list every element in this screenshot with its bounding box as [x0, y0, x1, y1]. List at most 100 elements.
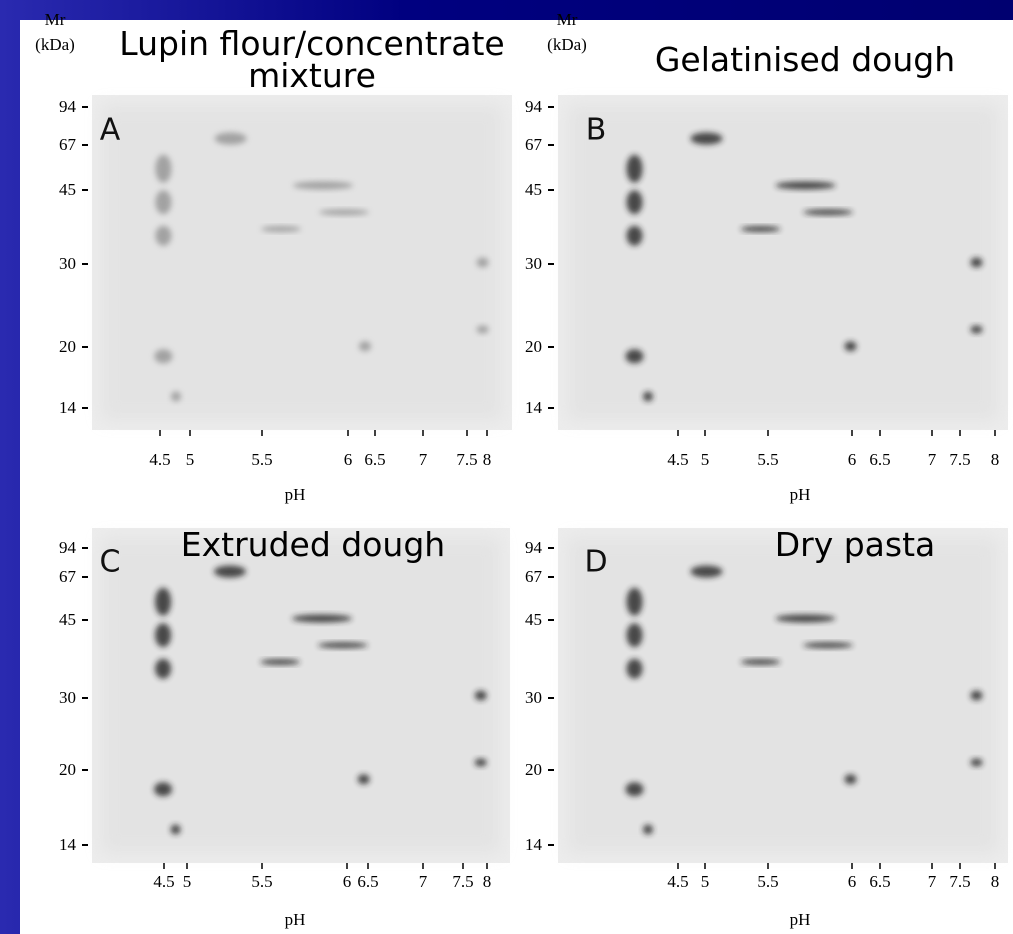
y-axis-unit: (kDa) [547, 35, 587, 54]
y-tick-label: 14 [59, 835, 76, 854]
x-tick-label: 7 [418, 450, 428, 469]
y-tick-label: 20 [525, 760, 542, 779]
gel-spot [970, 257, 983, 268]
x-tick-label: 8 [482, 872, 492, 891]
y-tick-label: 14 [59, 398, 76, 417]
y-tick-label: 45 [525, 610, 542, 629]
x-tick-label: 6.5 [357, 872, 379, 891]
x-tick-label: 7.5 [452, 872, 474, 891]
x-tick-label: 5 [185, 450, 195, 469]
gel-spot [474, 758, 487, 767]
gel-spot [690, 132, 723, 145]
gel-spot [476, 325, 489, 334]
x-axis-label: pH [789, 910, 811, 929]
gel-spot [214, 132, 247, 145]
x-tick-label: 5.5 [251, 450, 273, 469]
gel-spot [740, 659, 781, 665]
x-tick-label: 5.5 [757, 872, 779, 891]
y-tick-label: 94 [525, 97, 542, 116]
y-tick-label: 45 [59, 180, 76, 199]
gel-spot [970, 758, 983, 767]
gel-spot [740, 226, 781, 232]
y-tick-label: 94 [59, 97, 76, 116]
y-tick-label: 45 [525, 180, 542, 199]
panel-letter: A [99, 112, 121, 148]
x-tick-label: 5 [700, 450, 710, 469]
x-tick-label: 8 [990, 450, 1000, 469]
gel-spot [643, 824, 653, 835]
gel-spot [171, 391, 181, 402]
x-tick-label: 8 [482, 450, 492, 469]
x-tick-label: 4.5 [153, 872, 175, 891]
y-tick-label: 67 [525, 567, 542, 586]
panel-letter: B [585, 112, 607, 148]
gel-spot [155, 587, 172, 616]
gel-spot [625, 782, 644, 797]
x-tick-label: 6 [343, 450, 353, 469]
gel-spot [357, 774, 370, 785]
gel-spot [155, 623, 172, 648]
gel-spot [155, 154, 172, 183]
x-tick-label: 6 [847, 872, 857, 891]
gel-spot [690, 565, 723, 578]
y-tick-label: 67 [59, 567, 76, 586]
gel-spot [359, 341, 371, 352]
y-tick-label: 20 [525, 337, 542, 356]
x-tick-label: 5.5 [757, 450, 779, 469]
x-tick-label: 4.5 [667, 872, 689, 891]
y-tick-label: 30 [525, 254, 542, 273]
y-tick-label: 94 [525, 538, 542, 557]
y-tick-label: 30 [59, 688, 76, 707]
gel-spot [626, 587, 643, 616]
y-tick-label: 20 [59, 760, 76, 779]
y-axis-label: Mr [556, 10, 578, 29]
gel-shade [102, 538, 500, 853]
gel-spot [261, 226, 301, 232]
x-tick-label: 5 [182, 872, 192, 891]
gel-spot [170, 824, 181, 835]
x-tick-label: 8 [990, 872, 1000, 891]
y-tick-label: 14 [525, 835, 542, 854]
y-axis-unit: (kDa) [35, 35, 75, 54]
x-tick-label: 5.5 [251, 872, 273, 891]
gel-spot [626, 623, 643, 648]
gel-spot [844, 774, 857, 785]
gel-spot [803, 209, 853, 216]
gel-spot [626, 154, 643, 183]
gel-spot [643, 391, 653, 402]
x-axis-label: pH [284, 485, 306, 504]
x-tick-label: 7.5 [949, 450, 971, 469]
gel-spot [154, 349, 173, 364]
y-tick-label: 14 [525, 398, 542, 417]
gel-spot [626, 658, 643, 679]
gel-spot [260, 659, 301, 665]
gel-spot [293, 181, 353, 190]
gel-spot [155, 658, 172, 679]
x-tick-label: 6 [342, 872, 352, 891]
x-tick-label: 7 [418, 872, 428, 891]
gel-spot [476, 257, 489, 268]
gel-spot [319, 209, 369, 216]
gel-spot [474, 690, 487, 701]
gel-shade [102, 105, 502, 420]
x-tick-label: 4.5 [667, 450, 689, 469]
gel-spot [775, 181, 836, 190]
y-tick-label: 67 [59, 135, 76, 154]
y-tick-label: 67 [525, 135, 542, 154]
gel-spot [155, 190, 172, 215]
panel-title: Extruded dough [180, 525, 446, 564]
y-axis-label: Mr [44, 10, 66, 29]
gel-spot [626, 225, 643, 246]
x-tick-label: 4.5 [149, 450, 171, 469]
panel-title: Gelatinised dough [654, 40, 956, 79]
gel-spot [625, 349, 644, 364]
gel-spot [970, 325, 983, 334]
x-axis-label: pH [789, 485, 811, 504]
x-tick-label: 6 [847, 450, 857, 469]
gel-shade [568, 105, 998, 420]
gel-spot [844, 341, 857, 352]
x-tick-label: 5 [700, 872, 710, 891]
x-tick-label: 7 [927, 872, 937, 891]
